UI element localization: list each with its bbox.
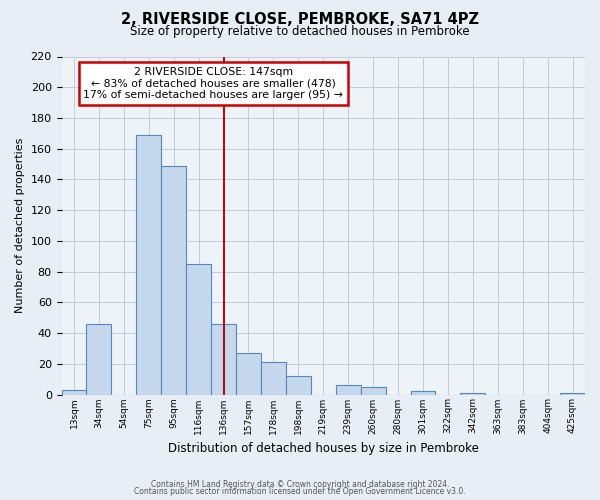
Bar [236,353,261,395]
Bar [86,324,112,394]
Bar [136,135,161,394]
Bar [410,392,436,394]
Text: 2 RIVERSIDE CLOSE: 147sqm
← 83% of detached houses are smaller (478)
17% of semi: 2 RIVERSIDE CLOSE: 147sqm ← 83% of detac… [83,66,343,100]
Bar [161,166,186,394]
X-axis label: Distribution of detached houses by size in Pembroke: Distribution of detached houses by size … [168,442,479,455]
Bar [261,362,286,394]
Text: Contains public sector information licensed under the Open Government Licence v3: Contains public sector information licen… [134,488,466,496]
Text: 2, RIVERSIDE CLOSE, PEMBROKE, SA71 4PZ: 2, RIVERSIDE CLOSE, PEMBROKE, SA71 4PZ [121,12,479,28]
Text: Contains HM Land Registry data © Crown copyright and database right 2024.: Contains HM Land Registry data © Crown c… [151,480,449,489]
Bar [186,264,211,394]
Bar [62,390,86,394]
Bar [361,387,386,394]
Bar [336,386,361,394]
Bar [460,393,485,394]
Bar [286,376,311,394]
Y-axis label: Number of detached properties: Number of detached properties [15,138,25,313]
Bar [211,324,236,394]
Text: Size of property relative to detached houses in Pembroke: Size of property relative to detached ho… [130,25,470,38]
Bar [560,393,585,394]
